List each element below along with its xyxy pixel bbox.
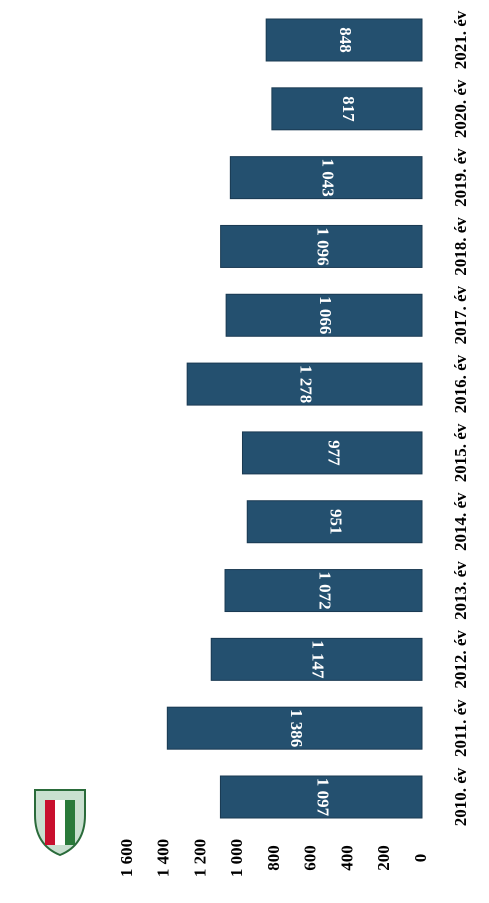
- logo: [34, 789, 86, 857]
- value-label: 1 278: [297, 365, 316, 403]
- value-label: 817: [339, 96, 358, 122]
- x-tick-label: 2011. év: [451, 699, 470, 757]
- x-tick-label: 2019. év: [451, 148, 470, 207]
- x-tick-label: 2020. év: [451, 79, 470, 138]
- y-tick-label: 1 200: [190, 839, 209, 877]
- value-label: 1 066: [316, 296, 335, 334]
- y-tick-label: 0: [411, 854, 430, 863]
- value-label: 1 147: [309, 640, 328, 679]
- y-tick-label: 1 000: [227, 839, 246, 877]
- bar: [225, 293, 423, 337]
- bar: [241, 431, 423, 475]
- value-label: 1 096: [313, 227, 332, 265]
- x-tick-label: 2017. év: [451, 286, 470, 345]
- bar: [246, 500, 423, 544]
- value-label: 848: [336, 27, 355, 53]
- bar: [265, 18, 423, 62]
- value-label: 1 386: [287, 709, 306, 747]
- value-label: 1 043: [318, 159, 337, 197]
- x-tick-label: 2013. év: [451, 561, 470, 620]
- bar: [271, 87, 423, 131]
- value-label: 977: [324, 440, 343, 466]
- bar: [224, 569, 423, 613]
- x-tick-label: 2010. év: [451, 767, 470, 826]
- y-tick-label: 200: [374, 845, 393, 871]
- bar: [229, 156, 423, 200]
- x-tick-label: 2021. év: [451, 10, 470, 69]
- y-tick-label: 1 400: [154, 839, 173, 877]
- y-tick-label: 400: [337, 845, 356, 871]
- x-tick-label: 2016. év: [451, 354, 470, 413]
- x-tick-label: 2014. év: [451, 492, 470, 551]
- x-tick-label: 2012. év: [451, 630, 470, 689]
- x-tick-label: 2018. év: [451, 217, 470, 276]
- y-tick-label: 1 600: [117, 839, 136, 877]
- bar: [186, 362, 423, 406]
- y-tick-label: 600: [301, 845, 320, 871]
- value-label: 1 072: [316, 571, 335, 609]
- bar: [220, 224, 423, 268]
- x-tick-label: 2015. év: [451, 423, 470, 482]
- bar: [219, 775, 423, 819]
- y-tick-label: 800: [264, 845, 283, 871]
- bar: [166, 706, 423, 750]
- value-label: 951: [327, 509, 346, 535]
- value-label: 1 097: [313, 778, 332, 817]
- bar: [210, 637, 423, 681]
